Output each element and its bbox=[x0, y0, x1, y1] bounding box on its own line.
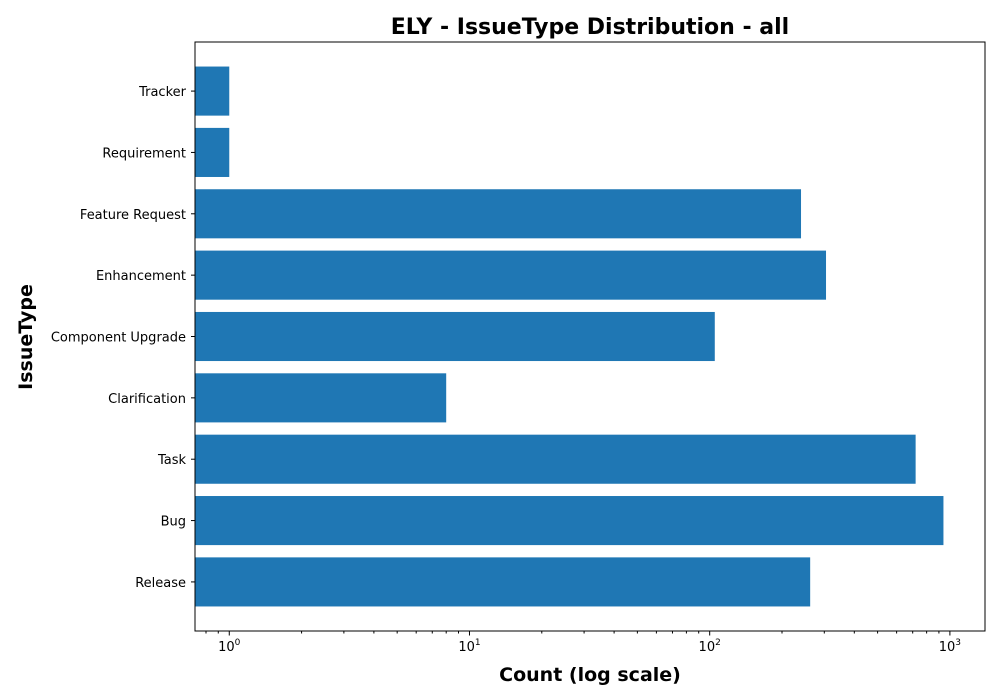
bar-clarification bbox=[195, 373, 446, 422]
x-tick-label: 100 bbox=[218, 638, 241, 655]
bar-bug bbox=[195, 496, 943, 545]
bar-tracker bbox=[195, 67, 229, 116]
bar-feature-request bbox=[195, 189, 801, 238]
chart-title: ELY - IssueType Distribution - all bbox=[391, 15, 789, 40]
bars-group bbox=[195, 67, 943, 607]
y-tick-label: Task bbox=[157, 453, 187, 468]
y-tick-label: Bug bbox=[161, 515, 186, 530]
y-tick-label: Clarification bbox=[108, 392, 186, 407]
y-tick-label: Requirement bbox=[102, 146, 186, 161]
x-tick-label: 103 bbox=[939, 638, 961, 655]
y-axis-ticks: Release Bug Task Clarification Component Upg… bbox=[51, 85, 195, 591]
y-tick-label: Component Upgrade bbox=[51, 331, 186, 346]
y-tick-label: Enhancement bbox=[96, 269, 186, 284]
bar-release bbox=[195, 557, 810, 606]
y-tick-label: Release bbox=[135, 576, 186, 591]
y-tick-label: Feature Request bbox=[80, 208, 186, 223]
x-tick-label: 101 bbox=[458, 638, 480, 655]
bar-requirement bbox=[195, 128, 229, 177]
y-axis-label: IssueType bbox=[15, 284, 37, 390]
y-tick-label: Tracker bbox=[138, 85, 187, 100]
bar-component-upgrade bbox=[195, 312, 715, 361]
bar-enhancement bbox=[195, 251, 826, 300]
x-axis-label: Count (log scale) bbox=[499, 664, 681, 686]
x-axis-ticks: 100 101 102 103 bbox=[206, 631, 961, 655]
bar-task bbox=[195, 435, 916, 484]
x-tick-label: 102 bbox=[699, 638, 721, 655]
